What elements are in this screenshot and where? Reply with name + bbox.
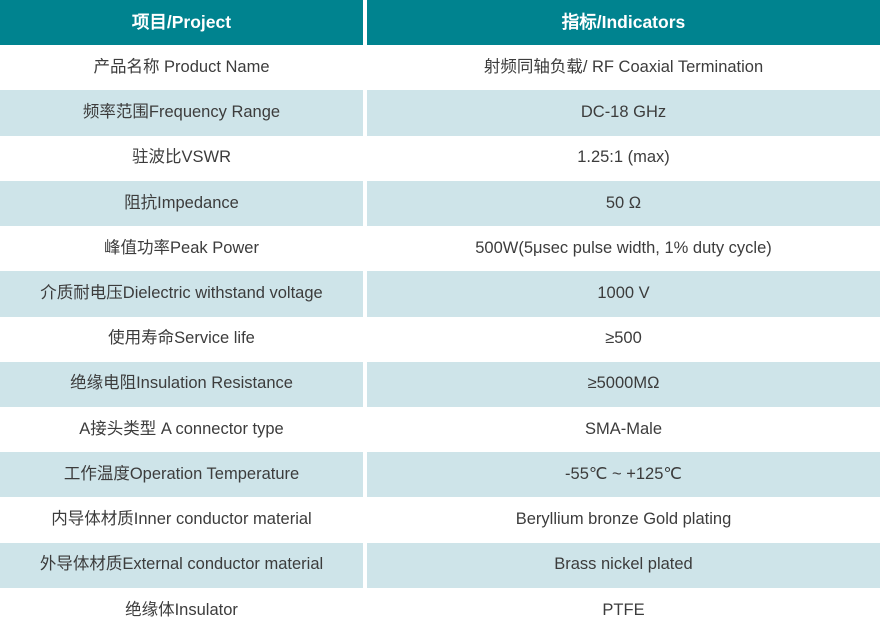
project-cell: 绝缘体Insulator	[0, 587, 363, 633]
project-cell: A接头类型 A connector type	[0, 406, 363, 453]
project-cell: 绝缘电阻Insulation Resistance	[0, 361, 363, 407]
project-cell: 介质耐电压Dielectric withstand voltage	[0, 271, 363, 317]
table-header-row: 项目/Project 指标/Indicators	[0, 0, 880, 46]
table-row: 产品名称 Product Name 射频同轴负载/ RF Coaxial Ter…	[0, 45, 880, 91]
indicator-cell: -55℃ ~ +125℃	[367, 452, 880, 498]
indicator-cell: SMA-Male	[367, 406, 880, 453]
indicator-cell: 射频同轴负载/ RF Coaxial Termination	[367, 45, 880, 91]
table-row: 工作温度Operation Temperature -55℃ ~ +125℃	[0, 452, 880, 498]
indicator-cell: 500W(5μsec pulse width, 1% duty cycle)	[367, 226, 880, 272]
table-row: 绝缘电阻Insulation Resistance ≥5000MΩ	[0, 361, 880, 407]
table-row: A接头类型 A connector type SMA-Male	[0, 406, 880, 453]
indicator-cell: PTFE	[367, 587, 880, 633]
table-row: 频率范围Frequency Range DC-18 GHz	[0, 90, 880, 136]
header-cell-project: 项目/Project	[0, 0, 363, 46]
project-cell: 使用寿命Service life	[0, 316, 363, 362]
project-cell: 阻抗Impedance	[0, 180, 363, 227]
indicator-cell: Beryllium bronze Gold plating	[367, 497, 880, 543]
table-row: 峰值功率Peak Power 500W(5μsec pulse width, 1…	[0, 226, 880, 272]
indicator-cell: DC-18 GHz	[367, 90, 880, 136]
project-cell: 内导体材质Inner conductor material	[0, 497, 363, 543]
project-cell: 产品名称 Product Name	[0, 45, 363, 91]
table-row: 介质耐电压Dielectric withstand voltage 1000 V	[0, 271, 880, 317]
table-row: 外导体材质External conductor material Brass n…	[0, 542, 880, 588]
project-cell: 峰值功率Peak Power	[0, 226, 363, 272]
indicator-cell: 1.25:1 (max)	[367, 135, 880, 181]
project-cell: 外导体材质External conductor material	[0, 542, 363, 588]
indicator-cell: 50 Ω	[367, 180, 880, 227]
table-row: 使用寿命Service life ≥500	[0, 316, 880, 362]
header-cell-indicators: 指标/Indicators	[367, 0, 880, 46]
project-cell: 频率范围Frequency Range	[0, 90, 363, 136]
indicator-cell: Brass nickel plated	[367, 542, 880, 588]
table-row: 驻波比VSWR 1.25:1 (max)	[0, 135, 880, 181]
project-cell: 驻波比VSWR	[0, 135, 363, 181]
table-row: 内导体材质Inner conductor material Beryllium …	[0, 497, 880, 543]
indicator-cell: ≥5000MΩ	[367, 361, 880, 407]
project-cell: 工作温度Operation Temperature	[0, 452, 363, 498]
table-row: 绝缘体Insulator PTFE	[0, 587, 880, 633]
table-row: 阻抗Impedance 50 Ω	[0, 180, 880, 227]
indicator-cell: 1000 V	[367, 271, 880, 317]
indicator-cell: ≥500	[367, 316, 880, 362]
